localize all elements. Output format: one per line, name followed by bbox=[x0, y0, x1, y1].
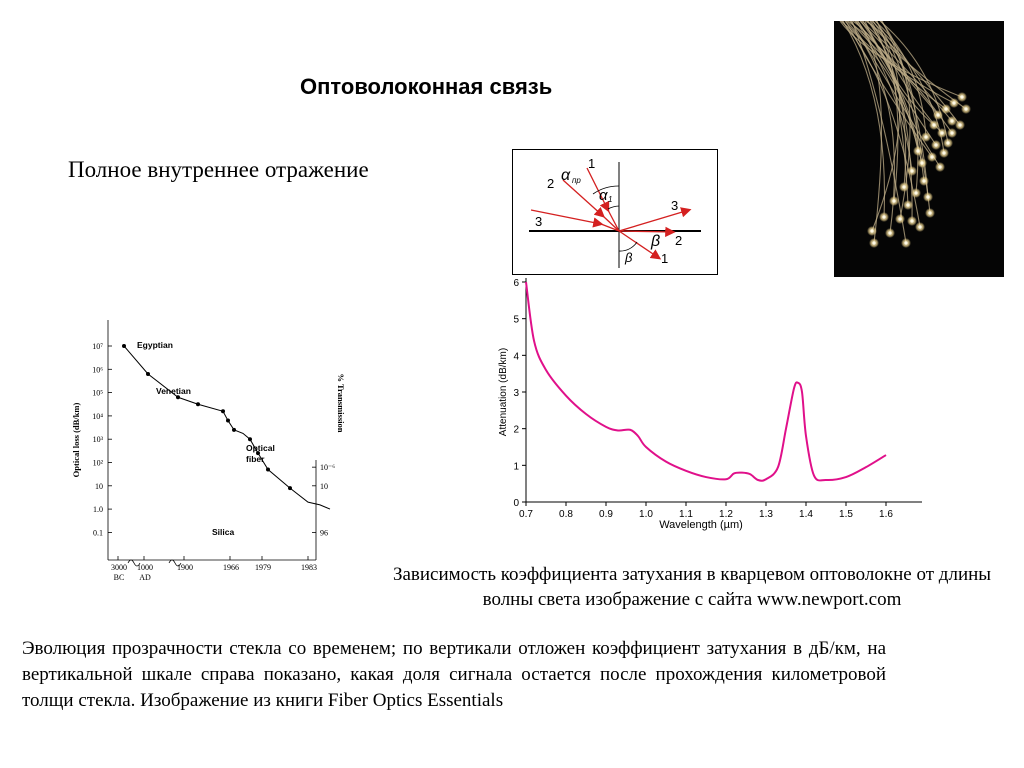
data-point bbox=[232, 427, 236, 432]
data-point bbox=[248, 437, 252, 442]
ray-label: 3 bbox=[671, 198, 678, 213]
x-tick-label: 1.0 bbox=[639, 509, 653, 520]
ray-label: 2 bbox=[547, 176, 554, 191]
data-point bbox=[146, 371, 150, 376]
ray-label: 3 bbox=[535, 214, 542, 229]
y-tick-label: 0.1 bbox=[93, 528, 103, 537]
data-point bbox=[122, 344, 126, 348]
x-tick-label: 1983 bbox=[301, 563, 317, 572]
subtitle: Полное внутреннее отражение bbox=[68, 157, 369, 182]
data-point bbox=[256, 451, 260, 456]
x-axis-label: Wavelength (µm) bbox=[659, 519, 743, 531]
angle-label: α bbox=[599, 187, 608, 204]
attenuation-chart: 0 1 2 3 4 5 6 0.7 0.8 0.9 1.0 1.1 1.2 1.3 1.4 1.5 1.6 W… bbox=[498, 278, 922, 531]
y-tick-label: 10² bbox=[93, 459, 104, 468]
x-tick-label: 1900 bbox=[177, 563, 193, 572]
x-tick-label: 1.6 bbox=[879, 509, 893, 520]
angle-label: β bbox=[650, 233, 660, 250]
x-tick-label: 0.8 bbox=[559, 509, 573, 520]
ray-label: 2 bbox=[675, 233, 682, 248]
angle-label: β bbox=[624, 250, 633, 265]
annotation-silica: Silica bbox=[212, 527, 234, 537]
total-internal-reflection-diagram: 1 2 3 3 2 1 α пр α 1 β β bbox=[512, 149, 718, 275]
axis-break bbox=[168, 559, 182, 567]
x-tick-label: 0.9 bbox=[599, 509, 613, 520]
ray-label: 1 bbox=[588, 156, 595, 171]
y-tick-label: 10 bbox=[95, 482, 103, 491]
attenuation-caption: Зависимость коэффициента затухания в ква… bbox=[392, 564, 992, 610]
x-tick-label-era: AD bbox=[139, 573, 151, 582]
data-point bbox=[288, 486, 292, 491]
optical-loss-history-chart: 10⁷ 10⁶ 10⁵ 10⁴ 10³ 10² 10 1.0 0.1 10⁻⁶ 10 96 3000… bbox=[71, 320, 346, 582]
y-tick-label: 10⁶ bbox=[92, 365, 103, 374]
fiber-optic-photo bbox=[834, 20, 1004, 277]
y-axis-label: Optical loss (dB/km) bbox=[71, 403, 81, 478]
data-point bbox=[196, 402, 200, 407]
angle-label: α bbox=[561, 167, 571, 184]
y-tick-label: 1 bbox=[513, 461, 519, 472]
x-tick-label: 3000 bbox=[111, 563, 127, 572]
data-point bbox=[266, 467, 270, 472]
ray-2-incident bbox=[562, 179, 605, 218]
data-point bbox=[221, 409, 225, 414]
x-tick-label: 0.7 bbox=[519, 509, 533, 520]
y-tick-label: 3 bbox=[513, 388, 519, 399]
y-tick-label: 10⁴ bbox=[92, 412, 103, 421]
x-tick-label: 1966 bbox=[223, 563, 239, 572]
ray-1-refracted bbox=[618, 230, 662, 260]
ray-2-refracted bbox=[618, 226, 676, 238]
y-tick-label: 2 bbox=[513, 425, 519, 436]
right-tick-label: 10 bbox=[320, 482, 328, 491]
annotation-egyptian: Egyptian bbox=[137, 340, 173, 350]
right-tick-label: 96 bbox=[320, 528, 328, 537]
optical-loss-curve bbox=[123, 345, 331, 510]
y-tick-label: 10⁵ bbox=[92, 389, 103, 398]
annotation-optical-fiber: Optical fiber bbox=[246, 443, 275, 464]
y-tick-label: 1.0 bbox=[93, 505, 103, 514]
ray-label: 1 bbox=[661, 251, 668, 266]
axis-break bbox=[127, 559, 141, 567]
x-tick-label: 1000 bbox=[137, 563, 153, 572]
angle-label: пр bbox=[572, 176, 581, 185]
x-tick-label: 1.5 bbox=[839, 509, 853, 520]
attenuation-curve bbox=[525, 281, 887, 482]
slide-title: Оптоволоконная связь bbox=[300, 74, 553, 99]
angle-label: 1 bbox=[608, 195, 612, 204]
y-tick-label: 10⁷ bbox=[92, 342, 103, 351]
y-tick-label: 5 bbox=[513, 315, 519, 326]
y-tick-label: 10³ bbox=[93, 435, 104, 444]
history-caption: Эволюция прозрачности стекла со временем… bbox=[22, 638, 886, 711]
x-tick-label-era: BC bbox=[114, 573, 125, 582]
x-tick-label: 1.4 bbox=[799, 509, 813, 520]
right-axis-label: % Transmission bbox=[336, 374, 346, 433]
ray-3-incident bbox=[530, 209, 604, 228]
y-tick-label: 4 bbox=[513, 351, 519, 362]
x-tick-label: 1.1 bbox=[679, 509, 693, 520]
x-tick-label: 1.2 bbox=[719, 509, 733, 520]
data-point bbox=[176, 395, 180, 400]
annotation-venetian: Venetian bbox=[156, 386, 191, 396]
x-tick-label: 1979 bbox=[255, 563, 271, 572]
y-tick-label: 0 bbox=[513, 498, 519, 509]
ray-1-incident bbox=[586, 167, 610, 213]
data-point bbox=[226, 418, 230, 423]
ray-3-reflected bbox=[618, 207, 692, 232]
y-tick-label: 6 bbox=[513, 278, 519, 289]
right-tick-label: 10⁻⁶ bbox=[320, 463, 335, 472]
x-tick-label: 1.3 bbox=[759, 509, 773, 520]
y-axis-label: Attenuation (dB/km) bbox=[498, 348, 509, 436]
